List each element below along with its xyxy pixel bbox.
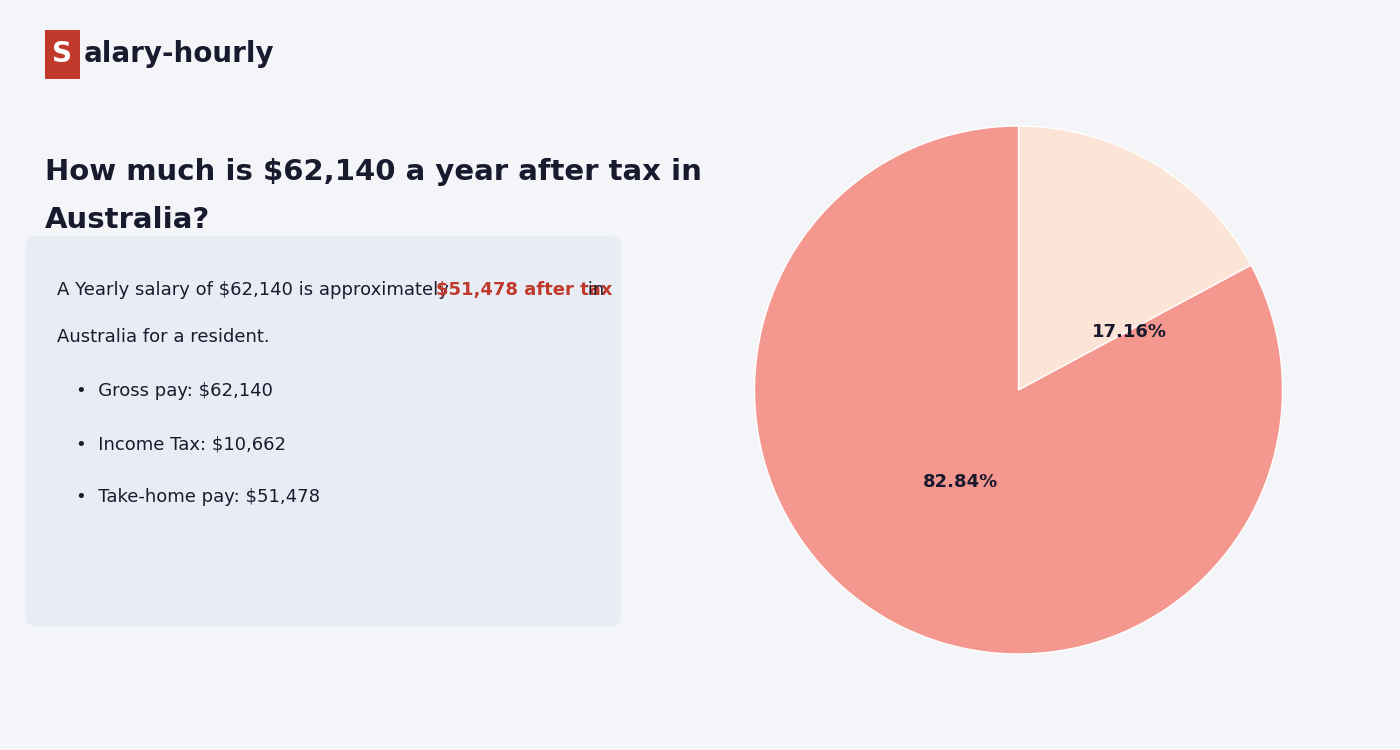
FancyBboxPatch shape — [25, 236, 622, 626]
Text: alary-hourly: alary-hourly — [84, 40, 274, 68]
Text: A Yearly salary of $62,140 is approximately: A Yearly salary of $62,140 is approximat… — [57, 281, 455, 299]
Text: 82.84%: 82.84% — [923, 473, 998, 491]
Text: S: S — [52, 40, 73, 68]
Text: •  Income Tax: $10,662: • Income Tax: $10,662 — [77, 435, 287, 453]
Text: •  Take-home pay: $51,478: • Take-home pay: $51,478 — [77, 488, 321, 506]
Text: 17.16%: 17.16% — [1092, 323, 1166, 341]
Text: Australia for a resident.: Australia for a resident. — [57, 328, 270, 346]
FancyBboxPatch shape — [45, 30, 80, 79]
Text: in: in — [582, 281, 605, 299]
Text: $51,478 after tax: $51,478 after tax — [435, 281, 612, 299]
Wedge shape — [1018, 126, 1252, 390]
Text: Australia?: Australia? — [45, 206, 210, 234]
Wedge shape — [755, 126, 1282, 654]
Text: •  Gross pay: $62,140: • Gross pay: $62,140 — [77, 382, 273, 400]
Text: How much is $62,140 a year after tax in: How much is $62,140 a year after tax in — [45, 158, 701, 185]
